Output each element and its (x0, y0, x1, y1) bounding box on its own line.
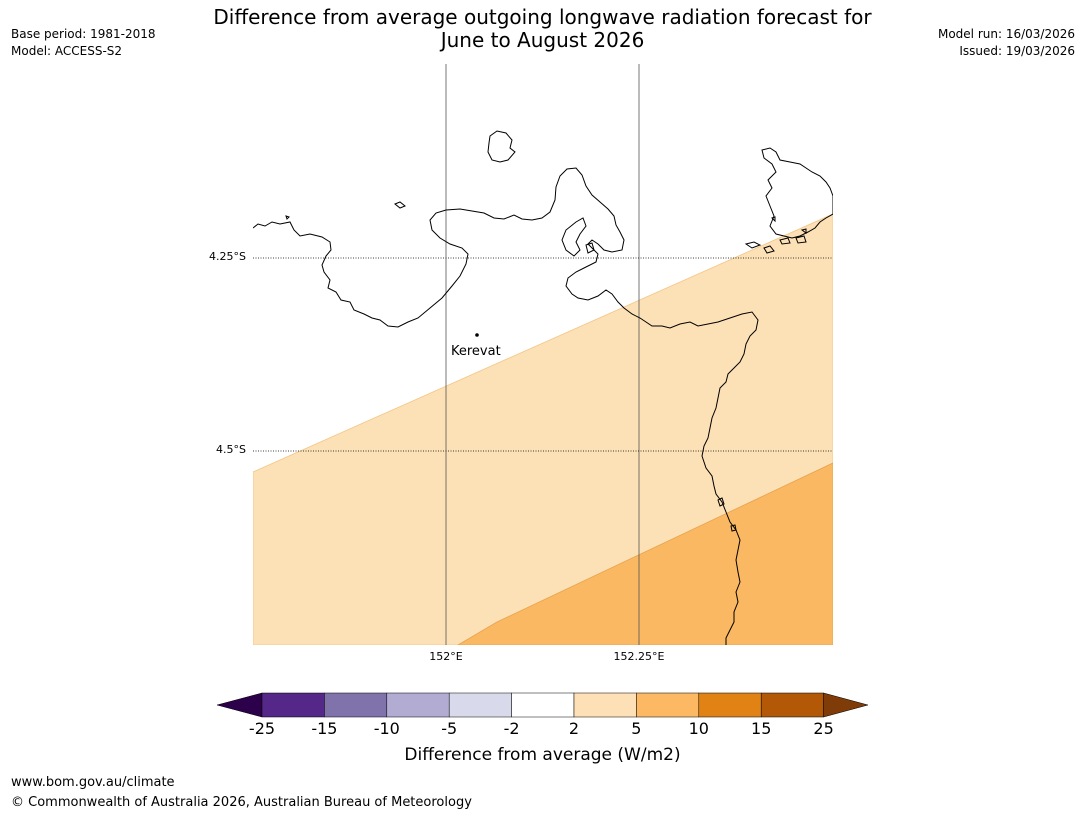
footer-copyright: © Commonwealth of Australia 2026, Austra… (11, 795, 472, 810)
lat-label-4-25: 4.25°S (209, 250, 246, 263)
coast-ne-islet-4 (795, 235, 807, 244)
colorbar-extend-high (823, 692, 869, 718)
coast-ne-island (761, 147, 833, 239)
colorbar-extend-low (216, 692, 263, 718)
colorbar-tick: -5 (441, 719, 458, 738)
coast-ne-islet-1 (744, 241, 762, 249)
title-line-1: Difference from average outgoing longwav… (213, 5, 872, 29)
lon-label-152-25: 152.25°E (613, 650, 665, 663)
colorbar-bin-5-10 (636, 692, 700, 718)
lat-label-4-5: 4.5°S (216, 443, 246, 456)
coast-river-islet (717, 497, 725, 507)
colorbar-bin-neg15-neg10 (324, 692, 388, 718)
coast-ne-islet-5 (771, 216, 776, 223)
colorbar-tick: 2 (568, 719, 580, 738)
title-line-2: June to August 2026 (440, 28, 645, 52)
colorbar-tick: -25 (248, 719, 276, 738)
colorbar-tick: 25 (813, 719, 834, 738)
colorbar-tick: 10 (688, 719, 709, 738)
colorbar-tick: -15 (311, 719, 338, 738)
coast-islet-bay (585, 242, 595, 254)
colorbar-bin-15-25 (760, 692, 824, 718)
coastline (253, 130, 833, 645)
coast-ne-islet-3 (779, 237, 791, 245)
kerevat-label: Kerevat (451, 344, 501, 359)
colorbar-tick: -10 (373, 719, 400, 738)
base-period-text: Base period: 1981-2018 (11, 27, 156, 41)
meta-left: Base period: 1981-2018 Model: ACCESS-S2 (11, 26, 156, 60)
colorbar-tick: -2 (503, 719, 520, 738)
meta-right: Model run: 16/03/2026 Issued: 19/03/2026 (938, 26, 1075, 60)
footer-url[interactable]: www.bom.gov.au/climate (11, 775, 175, 790)
coast-islet-2 (285, 215, 290, 220)
coast-inner-bay (561, 217, 587, 257)
colorbar-bin-neg2-2 (511, 692, 575, 718)
colorbar-tick: 5 (631, 719, 642, 738)
lon-label-152: 152°E (429, 650, 463, 663)
chart-title: Difference from average outgoing longwav… (0, 6, 1085, 52)
coast-ne-islet-2 (763, 245, 775, 254)
model-text: Model: ACCESS-S2 (11, 44, 123, 58)
colorbar-bin-neg25-neg15 (261, 692, 325, 718)
coast-ne-islet-6 (800, 228, 807, 234)
colorbar-bin-neg10-neg5 (386, 692, 450, 718)
issued-text: Issued: 19/03/2026 (959, 44, 1075, 58)
colorbar-tick: 15 (751, 719, 772, 738)
colorbar-bin-10-15 (698, 692, 762, 718)
coast-west-peninsula (253, 167, 759, 645)
model-run-text: Model run: 16/03/2026 (937, 27, 1075, 41)
colorbar (216, 692, 869, 718)
colorbar-label: Difference from average (W/m2) (404, 745, 681, 765)
kerevat-marker (475, 333, 479, 337)
colorbar-bin-2-5 (573, 692, 637, 718)
coast-islet-1 (394, 201, 406, 209)
coast-river-islet-2 (730, 524, 737, 532)
coast-north-island (487, 130, 516, 163)
colorbar-bin-neg5-neg2 (448, 692, 512, 718)
anomaly-band-5-10 (457, 462, 833, 645)
